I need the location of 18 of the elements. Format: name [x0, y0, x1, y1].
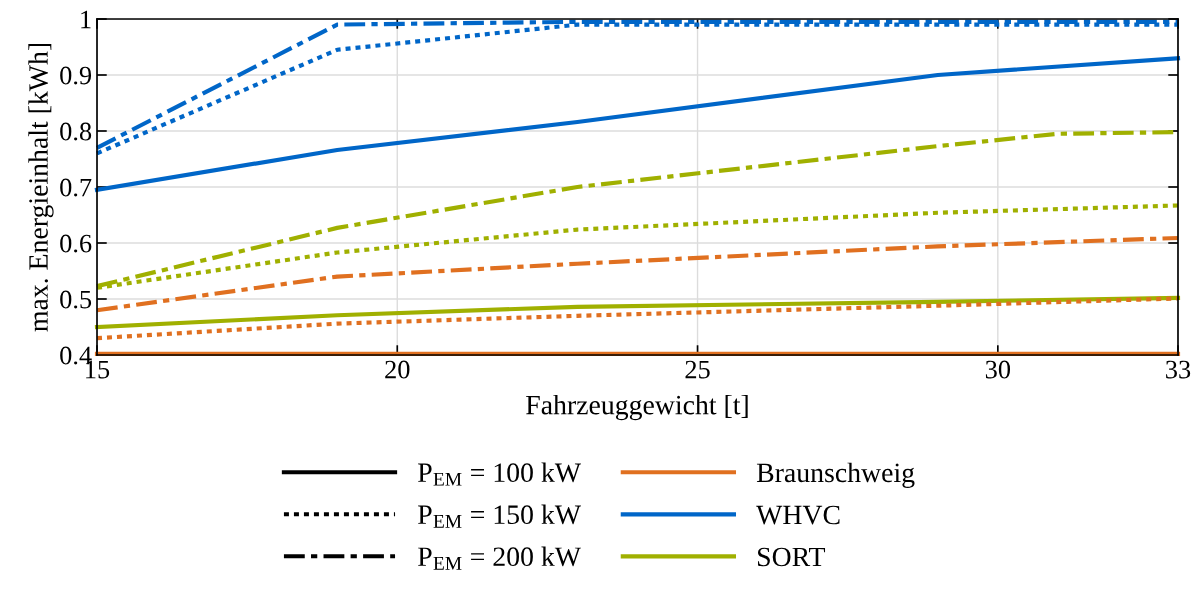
legend-label: P$_{EM}$ = 150 kW	[418, 504, 581, 528]
legend-label: WHVC	[756, 505, 840, 525]
y-tick-label: 1	[81, 10, 91, 29]
y-tick-label: 0.6	[60, 234, 92, 253]
y-tick-label: 0.7	[60, 178, 92, 197]
y-axis-title: max. Energieinhalt [kWh]	[28, 43, 54, 332]
legend-label: Braunschweig	[756, 462, 915, 488]
legend-label: P$_{EM}$ = 200 kW	[418, 546, 581, 570]
y-tick-label: 0.9	[60, 66, 92, 85]
x-axis-title: Fahrzeuggewicht [t]	[526, 394, 748, 421]
legend-label: SORT	[758, 547, 826, 567]
x-tick-label: 30	[985, 360, 1011, 379]
x-tick-label: 25	[685, 360, 710, 379]
x-tick-label: 20	[385, 360, 410, 379]
y-tick-label: 0.5	[60, 290, 92, 309]
y-tick-label: 0.8	[60, 122, 92, 141]
x-tick-label: 33	[1166, 360, 1191, 379]
legend-label: P$_{EM}$ = 100 kW	[418, 462, 581, 486]
